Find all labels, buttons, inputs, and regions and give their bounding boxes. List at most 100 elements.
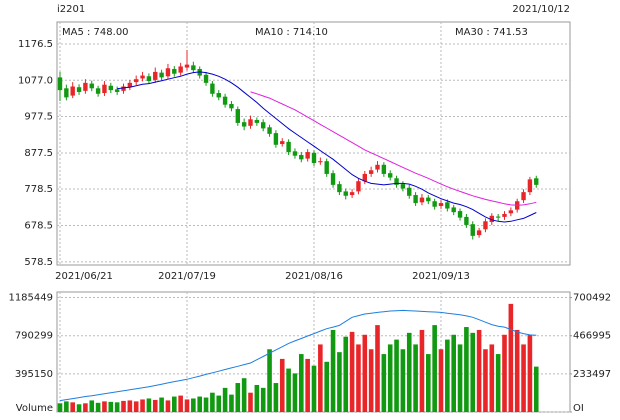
candle-body	[261, 122, 266, 129]
volume-bar	[260, 387, 266, 412]
volume-bar	[426, 354, 431, 412]
candle-body	[419, 197, 425, 203]
candle-body	[495, 216, 501, 218]
volume-bar	[210, 392, 215, 412]
candle-body	[184, 64, 190, 68]
volume-bar	[299, 354, 304, 412]
volume-bar	[470, 332, 476, 412]
volume-bar	[349, 331, 355, 412]
candle-body	[464, 216, 469, 225]
volume-bar	[241, 378, 247, 412]
y-tick-label: 1077.0	[18, 75, 53, 86]
volume-bar	[483, 349, 488, 412]
candle-body	[229, 103, 234, 109]
candle-body	[64, 88, 69, 98]
volume-bar	[400, 349, 406, 412]
volume-bar	[438, 349, 444, 412]
volume-bar	[375, 325, 380, 412]
volume-bar	[114, 402, 120, 412]
volume-bar	[368, 349, 374, 412]
x-tick-label: 2021/07/19	[158, 271, 216, 282]
candle-body	[394, 178, 399, 185]
ma-line	[250, 91, 537, 206]
candle-body	[235, 109, 240, 123]
y-tick-label: Volume	[16, 403, 53, 414]
volume-bar	[184, 399, 190, 412]
volume-bar	[70, 402, 75, 412]
candle-body	[216, 93, 221, 98]
volume-bar	[305, 358, 310, 412]
symbol: i2201	[57, 4, 85, 15]
candle-body	[521, 192, 526, 201]
candle-body	[178, 66, 183, 73]
volume-bar	[57, 403, 63, 412]
candle-body	[527, 179, 533, 193]
volume-bar	[457, 344, 463, 412]
candle-body	[165, 68, 171, 77]
volume-bar	[394, 339, 399, 412]
candle-body	[114, 89, 120, 92]
candle-body	[362, 173, 367, 182]
volume-bar	[216, 395, 222, 412]
y-tick-label: 877.5	[24, 148, 53, 159]
candle-body	[83, 82, 88, 91]
ma-line	[117, 71, 537, 223]
volume-bar	[533, 366, 539, 412]
volume-bar	[318, 344, 323, 412]
volume-bar	[222, 387, 228, 412]
volume-bar	[191, 398, 196, 412]
candle-body	[381, 164, 387, 174]
y-tick-label: 1185449	[8, 293, 53, 304]
volume-bar	[362, 334, 368, 412]
candle-body	[476, 230, 482, 236]
volume-bar	[95, 402, 101, 412]
volume-bar	[514, 329, 520, 412]
candle-body	[445, 202, 450, 209]
candle-body	[534, 178, 539, 185]
candle-body	[299, 154, 304, 160]
oi-line	[59, 309, 537, 402]
candle-body	[134, 79, 139, 83]
volume-bar	[489, 344, 495, 412]
candle-body	[292, 151, 298, 156]
candle-body	[470, 224, 475, 236]
volume-bar	[102, 401, 107, 412]
volume-bar	[381, 354, 387, 412]
candle-body	[146, 76, 152, 82]
candle-body	[286, 141, 291, 153]
volume-bar	[279, 358, 285, 412]
volume-bar	[324, 361, 329, 412]
volume-bar	[413, 344, 418, 412]
volume-bar	[146, 398, 152, 412]
candle-body	[203, 74, 209, 83]
candle-body	[413, 195, 418, 204]
volume-bar	[521, 344, 526, 412]
y2-tick-label: 233497	[573, 369, 611, 380]
volume-bar	[502, 334, 507, 412]
candle-body	[483, 221, 488, 230]
volume-bar	[64, 401, 69, 412]
volume-bar	[178, 395, 183, 412]
volume-bar	[152, 399, 158, 412]
candle-body	[375, 164, 380, 170]
candle-body	[254, 120, 260, 123]
volume-bar	[76, 404, 82, 412]
candle-body	[95, 88, 101, 94]
volume-bar	[248, 392, 253, 412]
volume-bar	[476, 329, 482, 412]
candle-body	[388, 173, 393, 178]
volume-bar	[387, 344, 393, 412]
volume-bar	[419, 329, 425, 412]
volume-bar	[133, 401, 139, 412]
candle-body	[508, 210, 514, 214]
candle-body	[305, 152, 310, 159]
volume-bar	[337, 352, 342, 412]
y2-tick-label: 466995	[573, 331, 611, 342]
volume-bar	[464, 327, 469, 412]
candle-body	[102, 84, 107, 94]
candle-body	[457, 211, 463, 218]
volume-bar	[197, 396, 202, 412]
legend-entry: MA5 : 748.00	[62, 27, 129, 38]
candle-body	[280, 141, 285, 145]
